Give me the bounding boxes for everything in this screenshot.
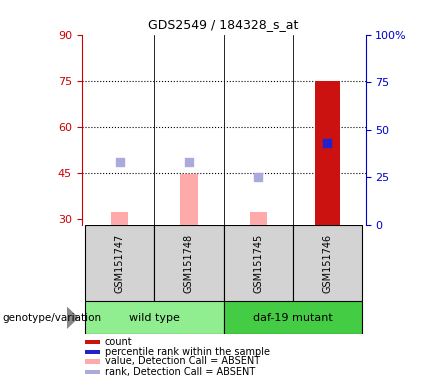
Bar bbox=[85, 301, 224, 334]
Bar bbox=[154, 225, 224, 301]
Bar bbox=[293, 225, 362, 301]
Bar bbox=[85, 349, 100, 354]
Bar bbox=[85, 359, 100, 364]
Polygon shape bbox=[67, 306, 79, 329]
Text: GSM151748: GSM151748 bbox=[184, 233, 194, 293]
Text: value, Detection Call = ABSENT: value, Detection Call = ABSENT bbox=[104, 356, 260, 366]
Bar bbox=[85, 340, 100, 344]
Text: rank, Detection Call = ABSENT: rank, Detection Call = ABSENT bbox=[104, 367, 255, 377]
Bar bbox=[224, 225, 293, 301]
Text: genotype/variation: genotype/variation bbox=[2, 313, 101, 323]
Bar bbox=[85, 370, 100, 374]
Point bbox=[186, 159, 193, 165]
Bar bbox=[224, 301, 362, 334]
Text: daf-19 mutant: daf-19 mutant bbox=[253, 313, 333, 323]
Point bbox=[255, 174, 261, 180]
Bar bbox=[249, 212, 267, 225]
Text: count: count bbox=[104, 337, 132, 347]
Point bbox=[117, 159, 123, 165]
Bar bbox=[315, 81, 340, 225]
Text: percentile rank within the sample: percentile rank within the sample bbox=[104, 347, 270, 357]
Point bbox=[324, 140, 331, 146]
Title: GDS2549 / 184328_s_at: GDS2549 / 184328_s_at bbox=[148, 18, 299, 31]
Bar bbox=[180, 174, 198, 225]
Text: GSM151747: GSM151747 bbox=[115, 233, 125, 293]
Text: wild type: wild type bbox=[129, 313, 180, 323]
Bar bbox=[85, 225, 154, 301]
Text: GSM151746: GSM151746 bbox=[322, 233, 332, 293]
Bar bbox=[111, 212, 129, 225]
Text: GSM151745: GSM151745 bbox=[253, 233, 263, 293]
